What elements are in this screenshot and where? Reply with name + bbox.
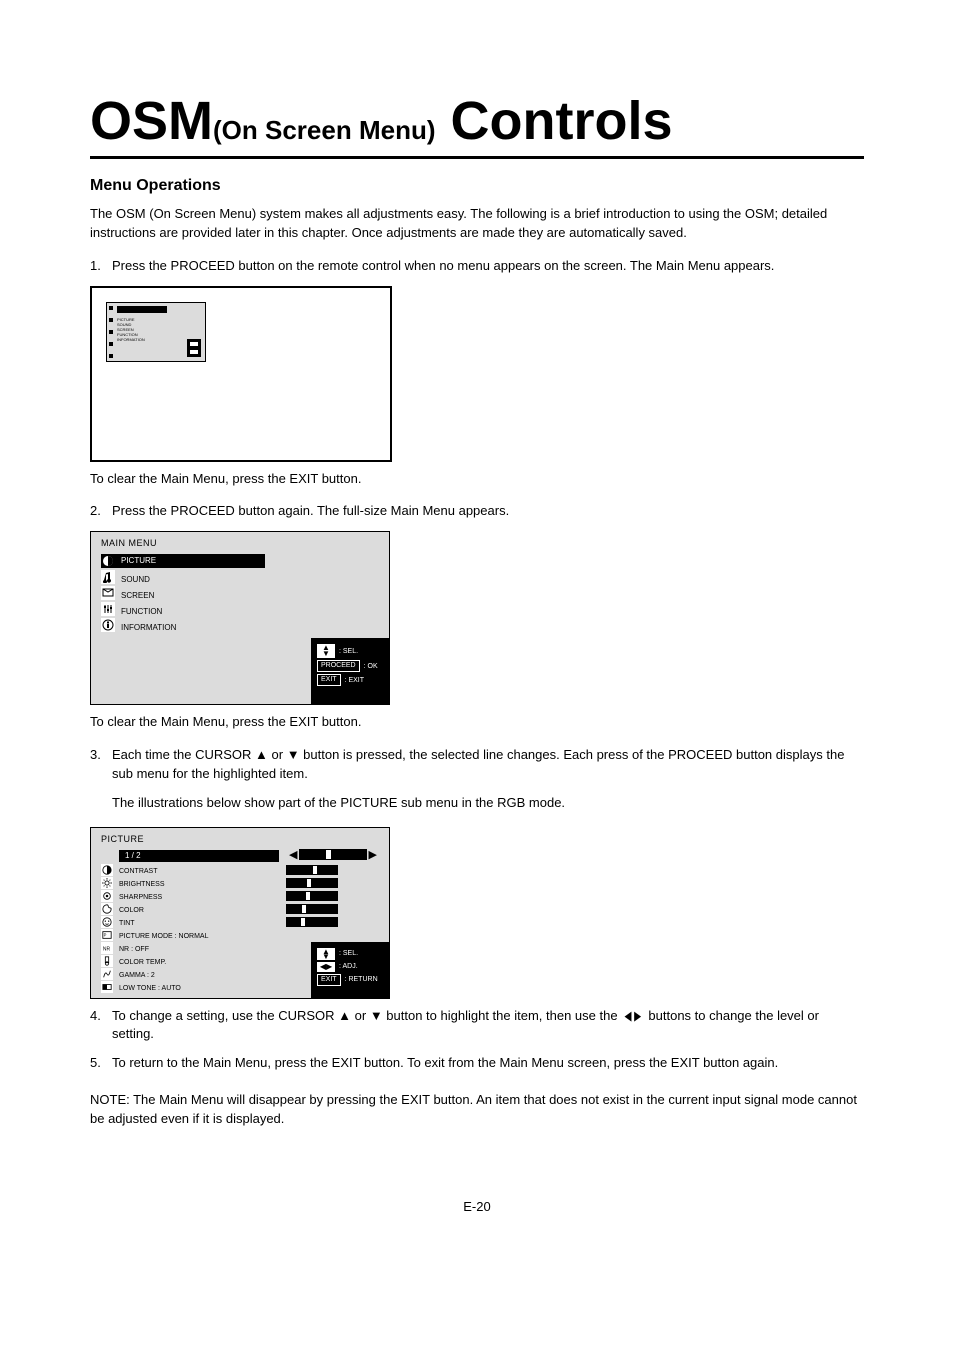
triangle-right-icon: ▶ <box>369 848 377 861</box>
step-1: 1. Press the PROCEED button on the remot… <box>90 257 864 276</box>
step-4-number: 4. <box>90 1007 112 1045</box>
submenu-hintbox: ▲▼ : SEL. ◀▶ : ADJ. EXIT : RETURN <box>311 942 389 998</box>
slider-contrast <box>286 865 338 875</box>
note-icon <box>101 570 115 584</box>
hint-adj: : ADJ. <box>339 963 358 970</box>
hint-sel2: : SEL. <box>339 950 358 957</box>
main-menu-labels: SOUND SCREEN FUNCTION INFORMATION <box>121 572 176 636</box>
mini-osm-hints <box>187 339 201 357</box>
submenu-page-slider: ◀ ▶ <box>289 848 377 862</box>
svg-text:NR: NR <box>103 946 111 952</box>
hint-ok: : OK <box>364 663 378 670</box>
step-2: 2. Press the PROCEED button again. The f… <box>90 502 864 521</box>
figure-main-menu: MAIN MENU PICTURE SOUND SCREEN FUNCTION … <box>90 531 390 705</box>
hint-return: : RETURN <box>345 976 378 983</box>
title-controls: Controls <box>436 91 673 151</box>
submenu-sliders <box>286 865 338 927</box>
contrast-icon <box>101 864 113 876</box>
menu-item-info: INFORMATION <box>121 620 176 636</box>
title-sub: (On Screen Menu) <box>213 115 435 145</box>
gamma-icon <box>101 968 113 980</box>
step-3-text: Each time the CURSOR ▲ or ▼ button is pr… <box>112 746 864 784</box>
submenu-title: PICTURE <box>101 834 144 844</box>
step-2-post: To clear the Main Menu, press the EXIT b… <box>90 713 864 732</box>
mini-osm-iconcol <box>109 306 114 358</box>
step-3-number: 3. <box>90 746 112 784</box>
page-title: OSM(On Screen Menu) Controls <box>90 90 864 159</box>
main-menu-icons <box>101 554 115 632</box>
hint-exit: : EXIT <box>345 677 364 684</box>
step-2-number: 2. <box>90 502 112 521</box>
figure-picture-submenu: PICTURE 1 / 2 ◀ ▶ P NR CONTRAST BRIGHTNE… <box>90 827 390 999</box>
updown-arrows-icon: ▲▼ <box>317 948 335 960</box>
slider-color <box>286 904 338 914</box>
step-5: 5. To return to the Main Menu, press the… <box>90 1054 864 1073</box>
sun-icon <box>101 877 113 889</box>
row-color: COLOR <box>119 904 208 917</box>
main-menu-highlight: PICTURE <box>115 554 265 568</box>
step-3: 3. Each time the CURSOR ▲ or ▼ button is… <box>90 746 864 784</box>
step-3-note: The illustrations below show part of the… <box>112 794 864 813</box>
submenu-icons: P NR <box>101 864 113 993</box>
step-5-text: To return to the Main Menu, press the EX… <box>112 1054 778 1073</box>
step-5-number: 5. <box>90 1054 112 1073</box>
mini-osm-highlight <box>117 306 167 313</box>
info-icon <box>101 618 115 632</box>
target-icon <box>101 890 113 902</box>
face-icon <box>101 916 113 928</box>
submenu-page-highlight: 1 / 2 <box>119 850 279 862</box>
title-osm: OSM <box>90 91 213 151</box>
step-4-text: To change a setting, use the CURSOR ▲ or… <box>112 1007 864 1045</box>
row-gamma: GAMMA <box>119 972 145 979</box>
submenu-labels: CONTRAST BRIGHTNESS SHARPNESS COLOR TINT… <box>119 865 208 995</box>
exit-key-hint: EXIT <box>317 674 341 686</box>
step-2-text: Press the PROCEED button again. The full… <box>112 502 509 521</box>
intro-paragraph: The OSM (On Screen Menu) system makes al… <box>90 205 864 243</box>
updown-arrows-icon: ▲▼ <box>317 644 335 658</box>
figure-small-osm: PICTURE SOUND SCREEN FUNCTION INFORMATIO… <box>90 286 392 462</box>
slider-sharpness <box>286 891 338 901</box>
step-1-post: To clear the Main Menu, press the EXIT b… <box>90 470 864 489</box>
picmode-icon: P <box>101 929 113 941</box>
row-tint: TINT <box>119 917 208 930</box>
mini-osm-panel: PICTURE SOUND SCREEN FUNCTION INFORMATIO… <box>106 302 206 362</box>
contrast-icon <box>101 554 115 568</box>
row-brightness: BRIGHTNESS <box>119 878 208 891</box>
leftright-arrows-icon: ◀▶ <box>317 962 335 972</box>
svg-text:P: P <box>104 932 107 937</box>
menu-item-screen: SCREEN <box>121 588 176 604</box>
mini-osm-items: PICTURE SOUND SCREEN FUNCTION INFORMATIO… <box>117 317 145 342</box>
row-contrast: CONTRAST <box>119 865 208 878</box>
row-colortemp: COLOR TEMP. <box>119 959 166 966</box>
slider-brightness <box>286 878 338 888</box>
main-menu-hintbox: ▲▼ : SEL. PROCEED : OK EXIT : EXIT <box>311 638 389 704</box>
menu-item-sound: SOUND <box>121 572 176 588</box>
colortemp-icon <box>101 955 113 967</box>
proceed-key-hint: PROCEED <box>317 660 360 672</box>
screen-icon <box>101 586 115 600</box>
step-1-number: 1. <box>90 257 112 276</box>
page-number: E-20 <box>90 1199 864 1214</box>
row-nr: NR <box>119 946 129 953</box>
step-1-text: Press the PROCEED button on the remote c… <box>112 257 774 276</box>
lowtone-icon <box>101 981 113 993</box>
row-picmode: PICTURE MODE <box>119 933 173 940</box>
triangle-left-icon: ◀ <box>289 848 297 861</box>
nr-icon: NR <box>101 942 113 954</box>
row-sharpness: SHARPNESS <box>119 891 208 904</box>
palette-icon <box>101 903 113 915</box>
section-heading: Menu Operations <box>90 177 864 195</box>
hint-sel: : SEL. <box>339 648 358 655</box>
slider-tint <box>286 917 338 927</box>
bottom-note: NOTE: The Main Menu will disappear by pr… <box>90 1091 864 1129</box>
exit-key-hint2: EXIT <box>317 974 341 986</box>
menu-item-function: FUNCTION <box>121 604 176 620</box>
sliders-icon <box>101 602 115 616</box>
step-4: 4. To change a setting, use the CURSOR ▲… <box>90 1007 864 1045</box>
main-menu-title: MAIN MENU <box>101 538 157 548</box>
row-lowtone: LOW TONE <box>119 985 156 992</box>
